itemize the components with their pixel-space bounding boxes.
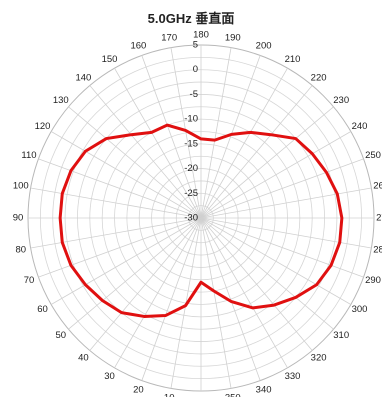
angle-tick-label: 320 <box>311 353 327 364</box>
grid-spoke <box>200 217 232 389</box>
angle-tick-label: 70 <box>24 275 35 286</box>
angle-tick-label: 240 <box>352 121 368 132</box>
angle-tick-label: 350 <box>225 393 241 397</box>
angle-tick-label: 120 <box>35 121 51 132</box>
angle-tick-label: 330 <box>285 371 301 382</box>
grid-spoke <box>114 217 202 369</box>
series-line <box>58 123 344 318</box>
angle-tick-label: 290 <box>365 275 381 286</box>
angle-tick-label: 170 <box>161 32 177 43</box>
grid-spoke <box>200 158 364 219</box>
angle-tick-label: 230 <box>333 95 349 106</box>
grid-spoke <box>30 187 202 219</box>
grid-spoke <box>200 55 261 219</box>
radial-tick-label: -15 <box>184 138 198 149</box>
grid-spoke <box>200 131 352 219</box>
grid-spoke <box>200 217 364 278</box>
grid-spoke <box>141 55 202 219</box>
grid-spoke <box>68 106 202 219</box>
angle-tick-label: 300 <box>352 304 368 315</box>
angle-tick-label: 60 <box>37 304 48 315</box>
radial-tick-label: -10 <box>184 114 198 125</box>
grid-spoke <box>141 217 202 381</box>
grid-spoke <box>200 217 372 249</box>
angle-tick-label: 280 <box>373 244 382 255</box>
radial-tick-label: -30 <box>184 213 198 224</box>
grid-spoke <box>170 47 202 219</box>
angle-tick-label: 30 <box>104 371 115 382</box>
grid-spoke <box>200 217 261 381</box>
angle-tick-label: 310 <box>333 330 349 341</box>
angle-tick-label: 10 <box>164 393 175 397</box>
grid-spoke <box>89 85 202 219</box>
angle-tick-label: 40 <box>78 353 89 364</box>
grid-spokes <box>28 45 374 391</box>
angle-tick-label: 220 <box>311 72 327 83</box>
angle-tick-label: 110 <box>21 150 36 161</box>
grid-spoke <box>200 85 313 219</box>
angle-tick-label: 270 <box>376 213 382 224</box>
angle-tick-label: 260 <box>373 181 382 192</box>
radial-tick-label: -20 <box>184 163 198 174</box>
angle-tick-label: 20 <box>133 385 144 396</box>
radial-labels: 5 0 -5 -10 -15 -20 -25 -30 <box>184 40 198 224</box>
radial-tick-label: -5 <box>190 89 198 100</box>
angle-tick-label: 80 <box>16 244 27 255</box>
series-layer <box>58 123 344 318</box>
grid-spoke <box>114 67 202 219</box>
grid-spoke <box>30 217 202 249</box>
angle-tick-label: 100 <box>13 181 29 192</box>
grid-spoke <box>200 217 352 305</box>
grid-spoke <box>50 131 202 219</box>
angle-tick-label: 130 <box>53 95 69 106</box>
angle-tick-label: 140 <box>75 72 91 83</box>
grid-spoke <box>200 187 372 219</box>
grid-spoke <box>200 67 288 219</box>
angle-tick-label: 0 <box>198 396 203 397</box>
angle-tick-label: 150 <box>102 54 118 65</box>
angle-tick-label: 250 <box>365 150 381 161</box>
grid-spoke <box>38 217 202 278</box>
angle-tick-label: 90 <box>13 213 24 224</box>
angle-tick-label: 180 <box>193 30 209 41</box>
radial-tick-label: -25 <box>184 188 198 199</box>
grid-spoke <box>200 47 232 219</box>
angle-tick-label: 210 <box>285 54 301 65</box>
grid-spoke <box>200 217 313 351</box>
grid-spoke <box>89 217 202 351</box>
angle-tick-label: 340 <box>256 385 272 396</box>
grid-spoke <box>68 217 202 330</box>
grid-spoke <box>200 106 334 219</box>
grid-spoke <box>50 217 202 305</box>
grid-spoke <box>200 217 334 330</box>
radial-tick-label: 5 <box>193 40 198 51</box>
angle-tick-label: 50 <box>56 330 67 341</box>
radial-tick-label: 0 <box>193 64 198 75</box>
angle-labels: 0102030405060708090100110120130140150160… <box>13 30 382 397</box>
angle-tick-label: 190 <box>225 32 241 43</box>
angle-tick-label: 160 <box>130 41 146 52</box>
grid-spoke <box>200 217 288 369</box>
angle-tick-label: 200 <box>256 41 272 52</box>
chart-title: 5.0GHz 垂直面 <box>147 11 235 26</box>
grid-spoke <box>38 158 202 219</box>
